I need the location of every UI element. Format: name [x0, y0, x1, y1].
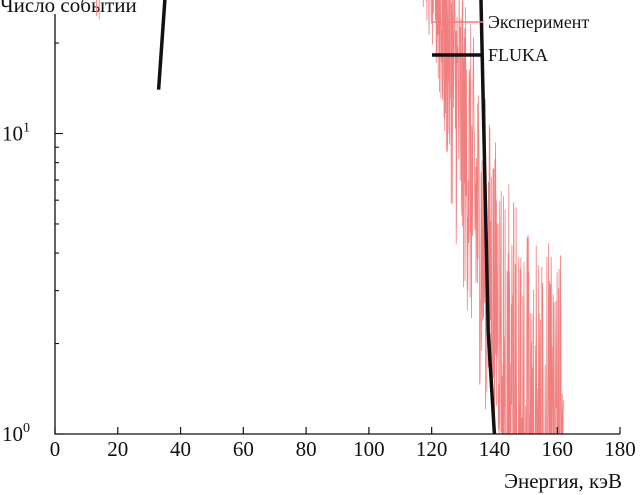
y-axis-label: Число событий — [0, 0, 137, 17]
x-tick-label: 80 — [296, 437, 317, 461]
y-tick-label: 100 — [2, 421, 30, 446]
ticks: 020406080100120140160180100101102 — [2, 42, 636, 461]
y-tick-base: 10 — [2, 122, 23, 146]
x-tick-label: 20 — [107, 437, 128, 461]
x-tick-label: 100 — [353, 437, 385, 461]
legend: Эксперимент FLUKA — [432, 12, 589, 65]
x-tick-label: 180 — [604, 437, 636, 461]
legend-label-experiment: Эксперимент — [488, 12, 589, 32]
plot-area — [96, 0, 564, 435]
y-tick-base: 10 — [2, 422, 23, 446]
x-axis-label: Энергия, кэВ — [504, 469, 622, 493]
series-experiment-line — [96, 0, 564, 435]
y-tick-label: 101 — [2, 121, 30, 146]
legend-label-fluka: FLUKA — [488, 45, 548, 65]
y-tick-exponent: 1 — [23, 121, 30, 136]
x-tick-label: 120 — [416, 437, 448, 461]
x-tick-label: 160 — [541, 437, 573, 461]
x-tick-label: 60 — [233, 437, 254, 461]
x-tick-label: 40 — [170, 437, 191, 461]
x-tick-label: 140 — [479, 437, 511, 461]
x-tick-label: 0 — [50, 437, 61, 461]
y-tick-exponent: 0 — [23, 421, 30, 436]
